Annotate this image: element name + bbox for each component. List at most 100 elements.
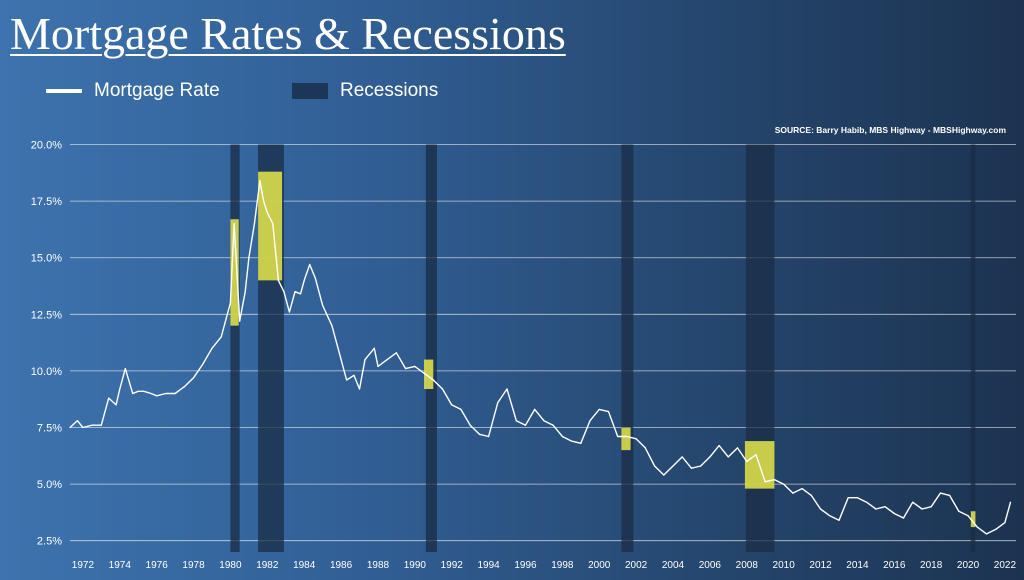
data-point [856,497,859,499]
data-point [277,279,279,281]
data-point [580,442,582,444]
data-point [515,420,517,422]
data-point [524,424,527,426]
data-point [432,379,434,381]
data-point [192,377,195,379]
data-point [746,460,748,463]
data-point [543,420,545,422]
legend-label-recessions: Recessions [340,80,439,101]
data-point [773,478,776,481]
data-point [373,347,375,349]
data-point [340,358,342,361]
recession-band [745,144,775,552]
data-point [478,433,480,435]
data-point [303,279,305,281]
data-point [589,420,591,422]
data-point [930,506,932,508]
data-point [119,388,121,390]
data-point [709,456,711,458]
x-tick-label: 1978 [182,560,205,571]
data-point [364,358,366,361]
data-point [253,223,256,225]
data-point [819,508,822,510]
legend-label-mortgage-rate: Mortgage Rate [94,80,220,101]
data-point [838,519,840,521]
data-point [755,454,757,456]
data-point [244,291,246,293]
data-point [165,392,167,395]
data-point [322,304,324,306]
x-tick-label: 1984 [293,560,316,571]
data-point [288,311,291,313]
y-tick-label: 12.5% [31,309,62,321]
recession-rate-highlight [230,219,239,326]
data-point [309,263,311,266]
data-point [283,291,285,293]
data-point [976,526,978,528]
mortgage-rate-line [69,180,1012,535]
data-point [358,388,361,390]
data-point [764,481,766,483]
x-tick-label: 2004 [662,560,685,571]
data-point [202,363,204,365]
data-point [405,368,407,370]
data-point [985,533,988,535]
data-point [893,512,895,515]
data-point [229,302,232,304]
data-point [91,424,93,426]
data-point [792,492,794,494]
data-point [259,180,261,182]
data-point [108,397,110,399]
data-point [233,223,235,225]
data-point [423,372,425,374]
data-point [460,408,462,410]
data-point [174,392,176,395]
data-point [506,388,508,390]
data-point [346,379,348,381]
data-point [183,386,185,388]
data-point [617,435,619,438]
data-point [156,395,158,397]
y-tick-label: 5.0% [37,479,62,491]
data-point [414,365,416,367]
x-tick-label: 1972 [72,560,95,571]
data-point [653,465,656,467]
data-point [727,456,729,458]
data-point [100,424,102,426]
data-point [115,404,117,406]
data-point [331,325,333,327]
data-point [607,411,610,413]
data-point [220,336,222,338]
data-point [69,426,71,429]
data-point [497,401,499,404]
data-point [132,392,134,395]
data-point [847,497,849,499]
y-tick-label: 15.0% [31,253,62,265]
data-point [884,506,886,508]
data-point [248,257,250,259]
x-tick-label: 1996 [514,560,537,571]
recession-band [425,144,437,552]
x-tick-label: 1988 [367,560,390,571]
x-tick-label: 2010 [773,560,796,571]
x-tick-label: 2014 [846,560,869,571]
x-tick-label: 1982 [256,560,279,571]
data-point [598,408,600,410]
page-title: Mortgage Rates & Recessions [10,8,566,59]
data-point [534,408,536,410]
x-tick-label: 2012 [809,560,832,571]
data-point [939,492,941,494]
data-point [1009,501,1012,503]
data-point [663,474,665,476]
x-tick-label: 2002 [625,560,648,571]
data-point [875,508,877,510]
x-tick-label: 2018 [920,560,943,571]
data-point [137,390,139,392]
data-point [294,291,296,293]
data-point [783,483,785,485]
data-point [451,404,453,406]
data-point [299,293,302,295]
recession-band [230,144,240,552]
data-point [143,390,145,392]
data-point [561,435,563,438]
